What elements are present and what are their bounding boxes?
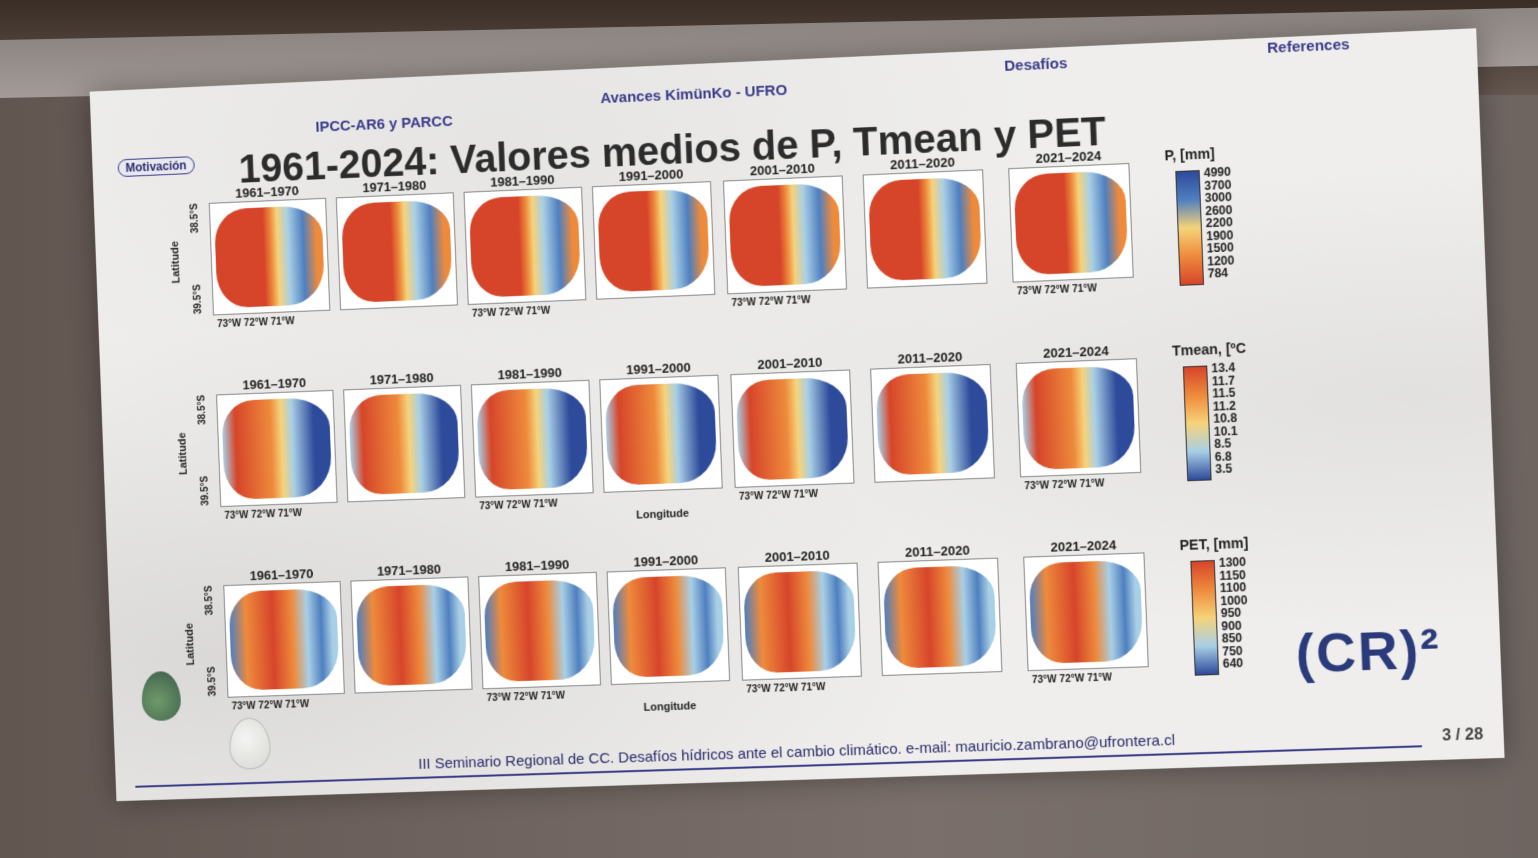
- latitude-label: Latitude: [176, 432, 189, 475]
- page-number: 3 / 28: [1442, 726, 1484, 746]
- lat-ticks: 38.5°S: [197, 395, 209, 425]
- panel-title: 1981–1990: [471, 364, 588, 384]
- basin-map: [728, 183, 842, 288]
- basin-map: [868, 177, 982, 282]
- map-panel: 1981–1990: [464, 187, 587, 305]
- map-panel: 1991–2000: [607, 567, 731, 685]
- basin-map: [1029, 560, 1144, 664]
- lat-ticks: 38.5°S: [189, 203, 201, 233]
- basin-map: [875, 371, 989, 475]
- basin-map: [356, 584, 468, 687]
- panel-title: 1971–1980: [343, 369, 459, 388]
- basin-map: [348, 392, 460, 495]
- colorbar-title: Tmean, [ºC: [1172, 340, 1247, 359]
- panel-title: 1961–1970: [224, 565, 340, 584]
- panel-title: 1981–1990: [479, 556, 596, 575]
- map-panel: 1961–1970: [223, 581, 345, 698]
- map-panel: 2001–2010: [730, 369, 854, 488]
- map-panel: 1961–1970: [209, 198, 331, 316]
- basin-map: [1021, 365, 1136, 470]
- colorbar-tick: 640: [1223, 656, 1244, 671]
- colorbar-title: PET, [mm]: [1179, 535, 1248, 554]
- basin-map: [476, 387, 588, 491]
- basin-map: [214, 205, 325, 308]
- map-panel: 1981–1990: [478, 572, 601, 689]
- panel-title: 1961–1970: [216, 374, 332, 393]
- map-panel: 1971–1980: [336, 192, 458, 310]
- map-panel: 1991–2000: [599, 375, 722, 493]
- basin-map: [483, 579, 595, 682]
- map-panel: 2011–2020: [863, 169, 988, 288]
- lat-ticks: 39.5°S: [200, 476, 212, 506]
- panel-title: 2001–2010: [731, 354, 849, 374]
- colorbar: [1190, 560, 1219, 676]
- colorbar-title: P, [mm]: [1164, 145, 1215, 163]
- longitude-label: Longitude: [643, 700, 696, 714]
- panel-title: 1991–2000: [600, 359, 718, 379]
- basin-map: [743, 570, 857, 674]
- map-panel: 1971–1980: [350, 576, 472, 693]
- basin-map: [612, 574, 725, 677]
- basin-map: [736, 377, 850, 481]
- cr2-logo: (CR)²: [1295, 618, 1442, 686]
- panel-title: 1991–2000: [607, 551, 725, 570]
- map-panel: 2001–2010: [738, 563, 862, 681]
- colorbar-tick: 3.5: [1215, 461, 1232, 476]
- map-panel: 2001–2010: [723, 175, 847, 294]
- lat-ticks: 39.5°S: [192, 284, 204, 314]
- basin-map: [604, 382, 717, 486]
- map-panel: 2021–2024: [1023, 552, 1149, 671]
- colorbar-tick: 784: [1207, 266, 1228, 281]
- map-panel: 1991–2000: [592, 181, 715, 300]
- colorbar: [1183, 365, 1212, 481]
- latitude-label: Latitude: [184, 623, 197, 666]
- map-panel: 2021–2024: [1008, 163, 1134, 283]
- map-panel: 1961–1970: [216, 390, 338, 507]
- map-panel: 2011–2020: [870, 364, 995, 483]
- basin-map: [469, 194, 581, 298]
- section-badge-motivacion[interactable]: Motivación: [117, 156, 194, 177]
- panel-title: 1971–1980: [351, 561, 468, 580]
- lat-ticks: 38.5°S: [204, 585, 216, 615]
- basin-map: [228, 588, 339, 691]
- panel-title: 2021–2024: [1024, 536, 1144, 555]
- nav-desafios[interactable]: Desafíos: [1004, 55, 1068, 75]
- basin-map: [341, 199, 453, 303]
- lat-ticks: 39.5°S: [207, 666, 219, 696]
- projection-screen: IPCC-AR6 y PARCC Avances KimünKo - UFRO …: [90, 28, 1505, 801]
- basin-map: [883, 565, 997, 669]
- latitude-label: Latitude: [169, 241, 182, 284]
- map-panel: 2011–2020: [878, 558, 1003, 676]
- map-panel: 1971–1980: [343, 385, 465, 503]
- map-panel: 1981–1990: [471, 380, 594, 498]
- basin-map: [221, 397, 332, 500]
- longitude-label: Longitude: [636, 508, 689, 522]
- colorbar: [1175, 170, 1204, 286]
- panel-title: 2001–2010: [738, 547, 856, 566]
- map-panel: 2021–2024: [1016, 358, 1142, 477]
- panel-title: 2011–2020: [878, 542, 997, 561]
- basin-map: [1014, 170, 1129, 275]
- basin-map: [597, 188, 710, 292]
